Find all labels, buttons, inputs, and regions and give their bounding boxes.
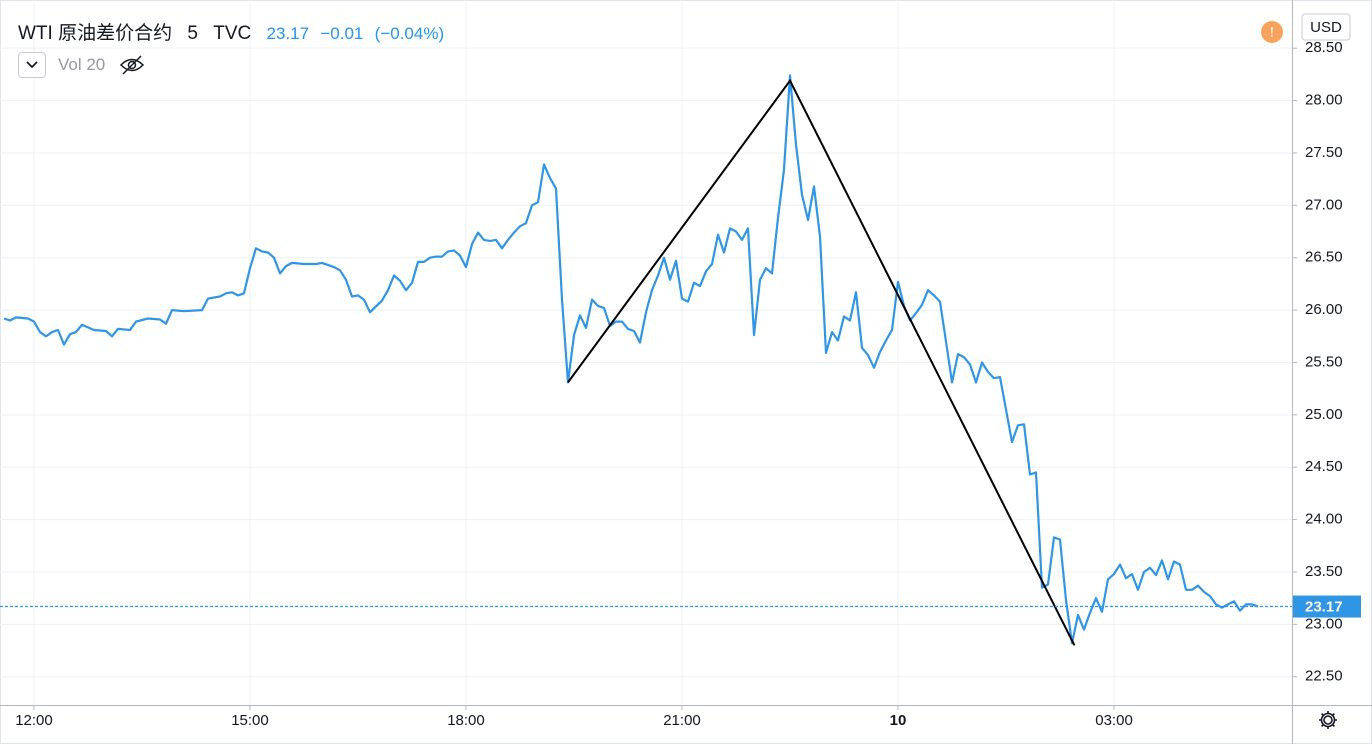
y-tick-label: 25.00 xyxy=(1305,406,1343,423)
price-line xyxy=(3,74,1259,645)
indicator-name[interactable]: Vol 20 xyxy=(58,55,106,74)
y-tick-label: 27.50 xyxy=(1305,144,1343,161)
trend-drawing xyxy=(567,78,1076,646)
x-tick-label: 18:00 xyxy=(447,712,485,729)
x-tick-label: 15:00 xyxy=(231,712,269,729)
x-tick-label: 10 xyxy=(890,712,907,729)
x-tick-label: 12:00 xyxy=(15,712,53,729)
y-tick-label: 24.00 xyxy=(1305,511,1343,528)
interval: 5 xyxy=(187,23,198,44)
currency-box[interactable] xyxy=(1301,13,1351,41)
pupil xyxy=(128,60,137,70)
gear-teeth xyxy=(1319,711,1337,729)
y-tick-label: 23.00 xyxy=(1305,615,1343,632)
strike xyxy=(122,55,142,75)
x-tick-label: 03:00 xyxy=(1095,712,1133,729)
last-price-tag xyxy=(1293,595,1361,618)
y-tick-label: 27.00 xyxy=(1305,196,1343,213)
indicator-legend: Vol 20 xyxy=(18,52,145,78)
currency: USD xyxy=(1310,19,1342,36)
collapse-button[interactable] xyxy=(18,52,46,78)
chevron xyxy=(26,61,38,69)
gear-ring xyxy=(1320,712,1336,728)
symbol-header: WTI 原油差价合约 5 TVC 23.17 −0.01 (−0.04%) xyxy=(18,18,450,45)
warning-icon[interactable] xyxy=(1261,21,1283,43)
price-change-percent: (−0.04%) xyxy=(374,24,445,43)
settings-icon[interactable] xyxy=(1319,711,1337,729)
y-tick-label: 23.50 xyxy=(1305,563,1343,580)
x-tick-label: 21:00 xyxy=(663,712,701,729)
chevron-path xyxy=(26,61,38,69)
y-tick-label: 25.50 xyxy=(1305,353,1343,370)
warning-mark: ! xyxy=(1270,24,1274,40)
gear-center xyxy=(1323,715,1333,725)
y-tick-label: 26.00 xyxy=(1305,301,1343,318)
y-tick-label: 28.50 xyxy=(1305,39,1343,56)
y-tick-label: 26.50 xyxy=(1305,249,1343,266)
hide-icon[interactable] xyxy=(119,54,145,76)
y-tick-label: 22.50 xyxy=(1305,668,1343,685)
symbol-title: WTI 原油差价合约 xyxy=(18,23,173,44)
y-tick-label: 24.50 xyxy=(1305,458,1343,475)
y-tick-label: 28.00 xyxy=(1305,92,1343,109)
last-price-label: 23.17 xyxy=(1305,598,1343,615)
source: TVC xyxy=(213,23,252,44)
last-price: 23.17 xyxy=(266,24,310,43)
price-change: −0.01 xyxy=(320,24,364,43)
